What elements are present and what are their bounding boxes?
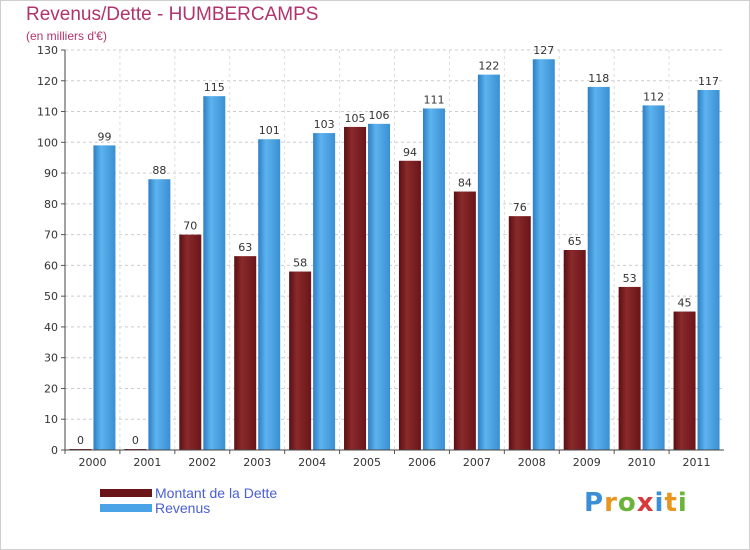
x-tick-label: 2006 — [408, 456, 436, 469]
data-label: 127 — [533, 44, 554, 57]
bar-revenus — [532, 59, 555, 450]
x-tick-label: 2011 — [683, 456, 711, 469]
data-label: 94 — [403, 146, 417, 159]
data-label: 88 — [152, 164, 166, 177]
data-label: 103 — [314, 118, 335, 131]
x-tick-label: 2001 — [133, 456, 161, 469]
data-label: 84 — [458, 177, 472, 190]
bar-revenus — [642, 105, 665, 450]
bar-revenus — [477, 74, 500, 450]
y-tick-label: 30 — [44, 352, 58, 365]
data-label: 115 — [204, 81, 225, 94]
data-label: 106 — [369, 109, 390, 122]
x-tick-label: 2004 — [298, 456, 326, 469]
data-label: 99 — [97, 130, 111, 143]
y-tick-label: 130 — [37, 44, 58, 57]
x-tick-label: 2007 — [463, 456, 491, 469]
data-label: 101 — [259, 124, 280, 137]
bar-dette — [289, 271, 312, 450]
bar-dette — [618, 286, 641, 450]
bar-revenus — [587, 86, 610, 450]
y-tick-label: 10 — [44, 413, 58, 426]
data-label: 65 — [568, 235, 582, 248]
x-tick-label: 2000 — [78, 456, 106, 469]
y-tick-label: 70 — [44, 229, 58, 242]
data-label: 45 — [678, 297, 692, 310]
bar-dette — [179, 234, 202, 450]
data-label: 0 — [132, 434, 139, 447]
bar-dette — [234, 256, 257, 450]
y-tick-label: 40 — [44, 321, 58, 334]
legend-swatch-revenus — [100, 504, 152, 512]
bar-dette — [563, 250, 586, 450]
x-tick-label: 2010 — [628, 456, 656, 469]
bar-dette — [453, 191, 476, 451]
y-tick-label: 90 — [44, 167, 58, 180]
bar-revenus — [313, 133, 336, 451]
x-tick-label: 2003 — [243, 456, 271, 469]
data-label: 111 — [423, 93, 444, 106]
chart-title: Revenus/Dette - HUMBERCAMPS — [26, 4, 319, 25]
data-label: 122 — [478, 60, 499, 73]
y-tick-label: 50 — [44, 290, 58, 303]
x-tick-label: 2002 — [188, 456, 216, 469]
data-label: 76 — [513, 201, 527, 214]
data-label: 58 — [293, 257, 307, 270]
data-label: 63 — [238, 241, 252, 254]
y-tick-label: 0 — [51, 444, 58, 457]
x-tick-label: 2008 — [518, 456, 546, 469]
data-label: 70 — [183, 220, 197, 233]
legend-label-debt: Montant de la Dette — [155, 485, 278, 501]
y-tick-label: 60 — [44, 259, 58, 272]
y-tick-label: 100 — [37, 136, 58, 149]
data-label: 117 — [698, 75, 719, 88]
bar-revenus — [148, 179, 171, 450]
bar-revenus — [697, 90, 720, 450]
chart-subtitle: (en milliers d'€) — [26, 29, 107, 43]
x-tick-label: 2009 — [573, 456, 601, 469]
bar-dette — [398, 160, 421, 450]
y-tick-label: 110 — [37, 106, 58, 119]
data-label: 0 — [77, 434, 84, 447]
y-tick-label: 20 — [44, 382, 58, 395]
bar-dette — [508, 216, 531, 450]
bar-dette — [344, 126, 367, 450]
data-label: 105 — [345, 112, 366, 125]
bar-revenus — [203, 96, 226, 451]
data-label: 53 — [623, 272, 637, 285]
data-label: 112 — [643, 90, 664, 103]
bar-revenus — [422, 108, 445, 450]
y-tick-label: 120 — [37, 75, 58, 88]
bar-revenus — [93, 145, 116, 450]
proxiti-logo: Proxiti — [584, 488, 688, 518]
bar-dette — [673, 311, 696, 450]
x-tick-label: 2005 — [353, 456, 381, 469]
legend-swatch-debt — [100, 489, 152, 497]
y-tick-label: 80 — [44, 198, 58, 211]
legend-label-revenus: Revenus — [155, 500, 211, 516]
data-label: 118 — [588, 72, 609, 85]
bar-revenus — [258, 139, 281, 450]
bar-revenus — [368, 123, 391, 450]
